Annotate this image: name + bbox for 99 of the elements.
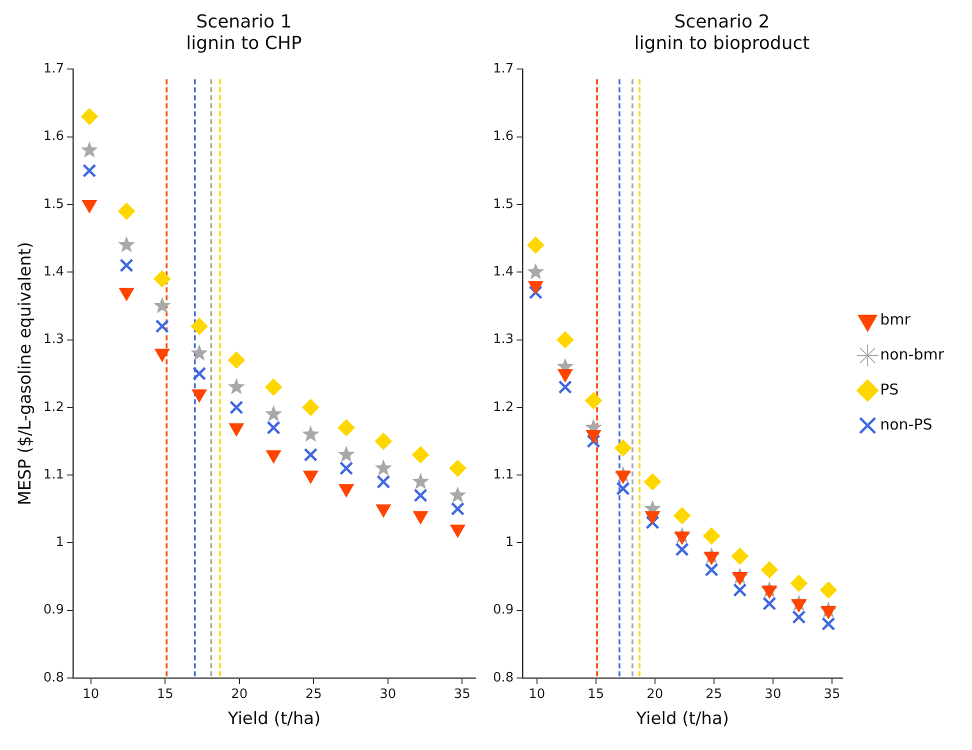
point bbox=[527, 263, 544, 280]
x-tick-label: 35 bbox=[824, 687, 840, 702]
point bbox=[190, 344, 208, 361]
point bbox=[82, 164, 96, 178]
point bbox=[556, 331, 574, 348]
point bbox=[614, 440, 632, 457]
point bbox=[414, 488, 428, 502]
point bbox=[374, 432, 392, 450]
point bbox=[412, 446, 430, 464]
point bbox=[304, 448, 318, 462]
y-tick-label: 1.1 bbox=[43, 467, 64, 482]
point bbox=[230, 400, 244, 414]
point bbox=[528, 286, 543, 300]
y-tick-label: 1.3 bbox=[43, 332, 64, 348]
x-tick-label: 25 bbox=[305, 687, 322, 702]
y-tick-label: 1.7 bbox=[492, 62, 514, 77]
point bbox=[228, 378, 245, 394]
x-tick-label: 35 bbox=[454, 687, 470, 702]
legend-label: bmr bbox=[880, 310, 912, 328]
point bbox=[527, 236, 544, 254]
point bbox=[616, 482, 630, 496]
x-tick-label: 25 bbox=[706, 687, 722, 702]
x-tick-label: 30 bbox=[764, 687, 782, 702]
y-tick-label: 1 bbox=[56, 535, 64, 550]
point bbox=[265, 378, 282, 396]
legend-label: PS bbox=[880, 380, 899, 398]
point bbox=[674, 507, 691, 524]
point bbox=[586, 434, 600, 448]
y-tick-label: 0.9 bbox=[492, 602, 514, 618]
y-tick-label: 0.8 bbox=[492, 670, 514, 686]
point bbox=[732, 583, 747, 597]
point bbox=[80, 141, 98, 158]
legend-label: non-bmr bbox=[880, 345, 945, 364]
point bbox=[154, 296, 171, 314]
x-tick-label: 10 bbox=[82, 687, 100, 702]
y-tick-label: 1.2 bbox=[43, 400, 64, 415]
y-tick-label: 0.8 bbox=[43, 670, 64, 686]
x-tick-label: 30 bbox=[380, 687, 396, 702]
point bbox=[449, 486, 466, 503]
point bbox=[704, 562, 718, 577]
point bbox=[338, 419, 355, 436]
x-tick-label: 20 bbox=[231, 687, 248, 702]
point bbox=[190, 318, 208, 335]
point bbox=[703, 527, 720, 544]
y-tick-label: 1.6 bbox=[492, 129, 514, 144]
y-tick-label: 0.9 bbox=[43, 602, 64, 618]
point bbox=[558, 380, 572, 394]
point bbox=[376, 474, 390, 489]
point bbox=[675, 542, 689, 556]
point bbox=[228, 352, 245, 369]
point bbox=[80, 108, 98, 126]
x-axis-title: Yield (t/ha) bbox=[635, 709, 729, 730]
point bbox=[822, 616, 836, 631]
point bbox=[820, 582, 837, 599]
y-tick-label: 1.3 bbox=[492, 332, 514, 348]
point bbox=[120, 258, 134, 272]
point bbox=[646, 516, 660, 530]
x-tick-label: 20 bbox=[646, 687, 664, 702]
point bbox=[585, 392, 602, 410]
point bbox=[154, 270, 171, 288]
chart-subtitle: lignin to CHP bbox=[186, 33, 302, 54]
point bbox=[339, 461, 354, 476]
point bbox=[338, 446, 355, 462]
x-axis-title: Yield (t/ha) bbox=[226, 709, 321, 730]
chart-title: Scenario 1 bbox=[196, 11, 292, 32]
x-tick-label: 15 bbox=[588, 687, 604, 702]
point bbox=[374, 459, 392, 476]
y-tick-label: 1.4 bbox=[43, 264, 64, 280]
point bbox=[302, 398, 320, 416]
y-axis-title: MESP ($/L-gasoline equivalent) bbox=[16, 242, 36, 506]
point bbox=[118, 236, 136, 252]
y-tick-label: 1.4 bbox=[492, 264, 514, 280]
point bbox=[790, 574, 808, 592]
x-tick-label: 10 bbox=[528, 687, 546, 702]
y-tick-label: 1.5 bbox=[492, 196, 514, 212]
point bbox=[302, 425, 320, 442]
y-tick-label: 1.5 bbox=[43, 196, 64, 212]
chart-subtitle: lignin to bioproduct bbox=[634, 33, 810, 54]
point bbox=[792, 610, 806, 624]
y-tick-label: 1.6 bbox=[43, 129, 64, 144]
point bbox=[731, 548, 748, 565]
y-tick-label: 1.1 bbox=[492, 467, 514, 482]
point bbox=[760, 561, 778, 578]
point bbox=[264, 405, 282, 422]
point bbox=[762, 596, 776, 610]
legend-label: non-PS bbox=[880, 415, 932, 434]
x-tick-label: 15 bbox=[156, 687, 174, 702]
point bbox=[266, 420, 280, 435]
point bbox=[449, 460, 466, 477]
point bbox=[118, 202, 136, 220]
point bbox=[412, 472, 430, 490]
y-tick-label: 1.7 bbox=[43, 62, 64, 77]
point bbox=[450, 502, 465, 516]
y-tick-label: 1.2 bbox=[492, 400, 514, 415]
point bbox=[644, 473, 662, 490]
chart-title: Scenario 2 bbox=[674, 11, 770, 32]
point bbox=[155, 319, 170, 334]
y-tick-label: 1 bbox=[505, 535, 514, 550]
point bbox=[192, 366, 206, 381]
